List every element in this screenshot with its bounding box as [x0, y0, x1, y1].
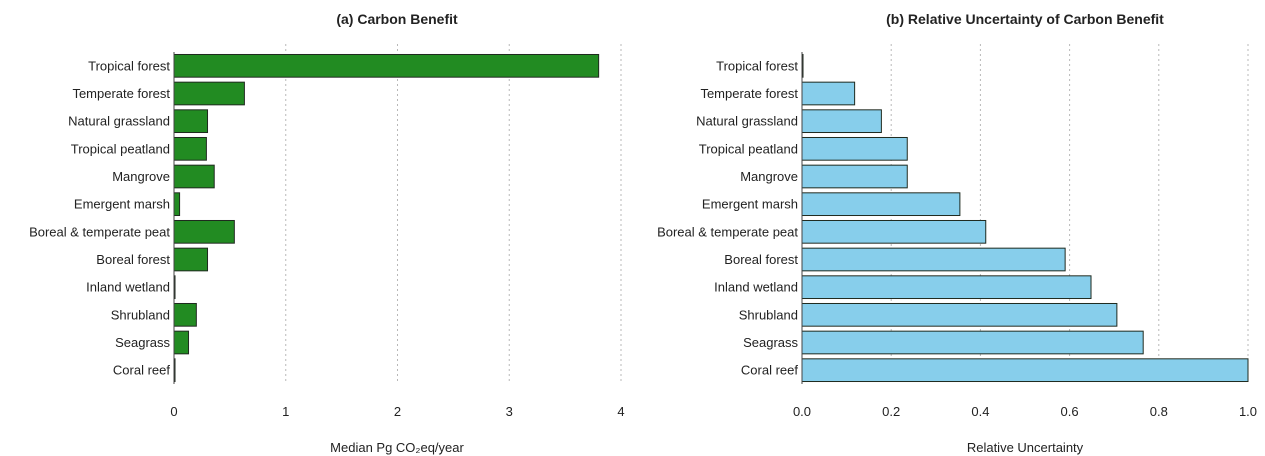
- category-label: Inland wetland: [86, 280, 170, 295]
- bar: [801, 247, 1066, 272]
- chart-title: (a) Carbon Benefit: [336, 11, 458, 27]
- x-tick-label: 4: [617, 404, 624, 419]
- category-labels: Tropical forest Temperate forest Natural g…: [29, 58, 170, 377]
- category-label: Coral reef: [741, 363, 798, 378]
- x-tick-label: 1: [282, 404, 289, 419]
- x-tick-label: 0.0: [793, 404, 811, 419]
- category-label: Boreal forest: [96, 252, 170, 267]
- category-label: Boreal & temperate peat: [29, 224, 170, 239]
- category-label: Shrubland: [739, 307, 798, 322]
- bars: [173, 53, 600, 383]
- category-label: Temperate forest: [700, 86, 798, 101]
- bar: [801, 109, 882, 134]
- category-label: Shrubland: [111, 307, 170, 322]
- x-tick-labels: 0 1 2 3 4: [170, 404, 624, 419]
- bar: [173, 330, 190, 355]
- chart-title: (b) Relative Uncertainty of Carbon Benef…: [886, 11, 1164, 27]
- bar: [173, 136, 207, 161]
- x-tick-label: 0.2: [882, 404, 900, 419]
- category-label: Tropical forest: [716, 58, 798, 73]
- category-labels: Tropical forest Temperate forest Natural g…: [657, 58, 798, 377]
- x-tick-label: 2: [394, 404, 401, 419]
- x-axis-label: Relative Uncertainty: [967, 440, 1084, 455]
- x-axis-label: Median Pg CO₂eq/year: [330, 440, 464, 455]
- grid-lines: [285, 44, 622, 384]
- category-label: Tropical peatland: [71, 141, 170, 156]
- x-tick-label: 0.4: [971, 404, 989, 419]
- category-label: Emergent marsh: [74, 197, 170, 212]
- bar: [801, 81, 856, 106]
- x-tick-label: 1.0: [1239, 404, 1257, 419]
- category-label: Emergent marsh: [702, 197, 798, 212]
- bar: [801, 358, 1249, 383]
- category-label: Tropical peatland: [699, 141, 798, 156]
- bar: [801, 219, 987, 244]
- bar: [801, 192, 961, 217]
- x-tick-label: 0.8: [1150, 404, 1168, 419]
- category-label: Mangrove: [740, 169, 798, 184]
- panel-carbon-benefit: (a) Carbon Benefit Tropical forest Temper…: [29, 11, 625, 455]
- bar: [173, 247, 209, 272]
- bar: [801, 330, 1144, 355]
- bar: [173, 302, 197, 327]
- category-label: Tropical forest: [88, 58, 170, 73]
- bar: [173, 164, 215, 189]
- panel-relative-uncertainty: (b) Relative Uncertainty of Carbon Benef…: [657, 11, 1257, 455]
- bar: [801, 136, 908, 161]
- bars: [801, 53, 1249, 383]
- bar: [173, 53, 600, 78]
- bar: [801, 164, 908, 189]
- x-tick-label: 0.6: [1061, 404, 1079, 419]
- bar: [801, 302, 1118, 327]
- category-label: Boreal & temperate peat: [657, 224, 798, 239]
- bar: [173, 192, 181, 217]
- category-label: Temperate forest: [72, 86, 170, 101]
- category-label: Boreal forest: [724, 252, 798, 267]
- category-label: Natural grassland: [68, 114, 170, 129]
- bar: [173, 81, 245, 106]
- x-tick-label: 0: [170, 404, 177, 419]
- grid-lines: [890, 44, 1249, 384]
- category-label: Inland wetland: [714, 280, 798, 295]
- bar: [801, 275, 1092, 300]
- x-tick-label: 3: [506, 404, 513, 419]
- category-label: Coral reef: [113, 363, 170, 378]
- bar: [173, 109, 209, 134]
- bar: [173, 219, 235, 244]
- category-label: Seagrass: [115, 335, 170, 350]
- category-label: Natural grassland: [696, 114, 798, 129]
- category-label: Seagrass: [743, 335, 798, 350]
- category-label: Mangrove: [112, 169, 170, 184]
- x-tick-labels: 0.0 0.2 0.4 0.6 0.8 1.0: [793, 404, 1257, 419]
